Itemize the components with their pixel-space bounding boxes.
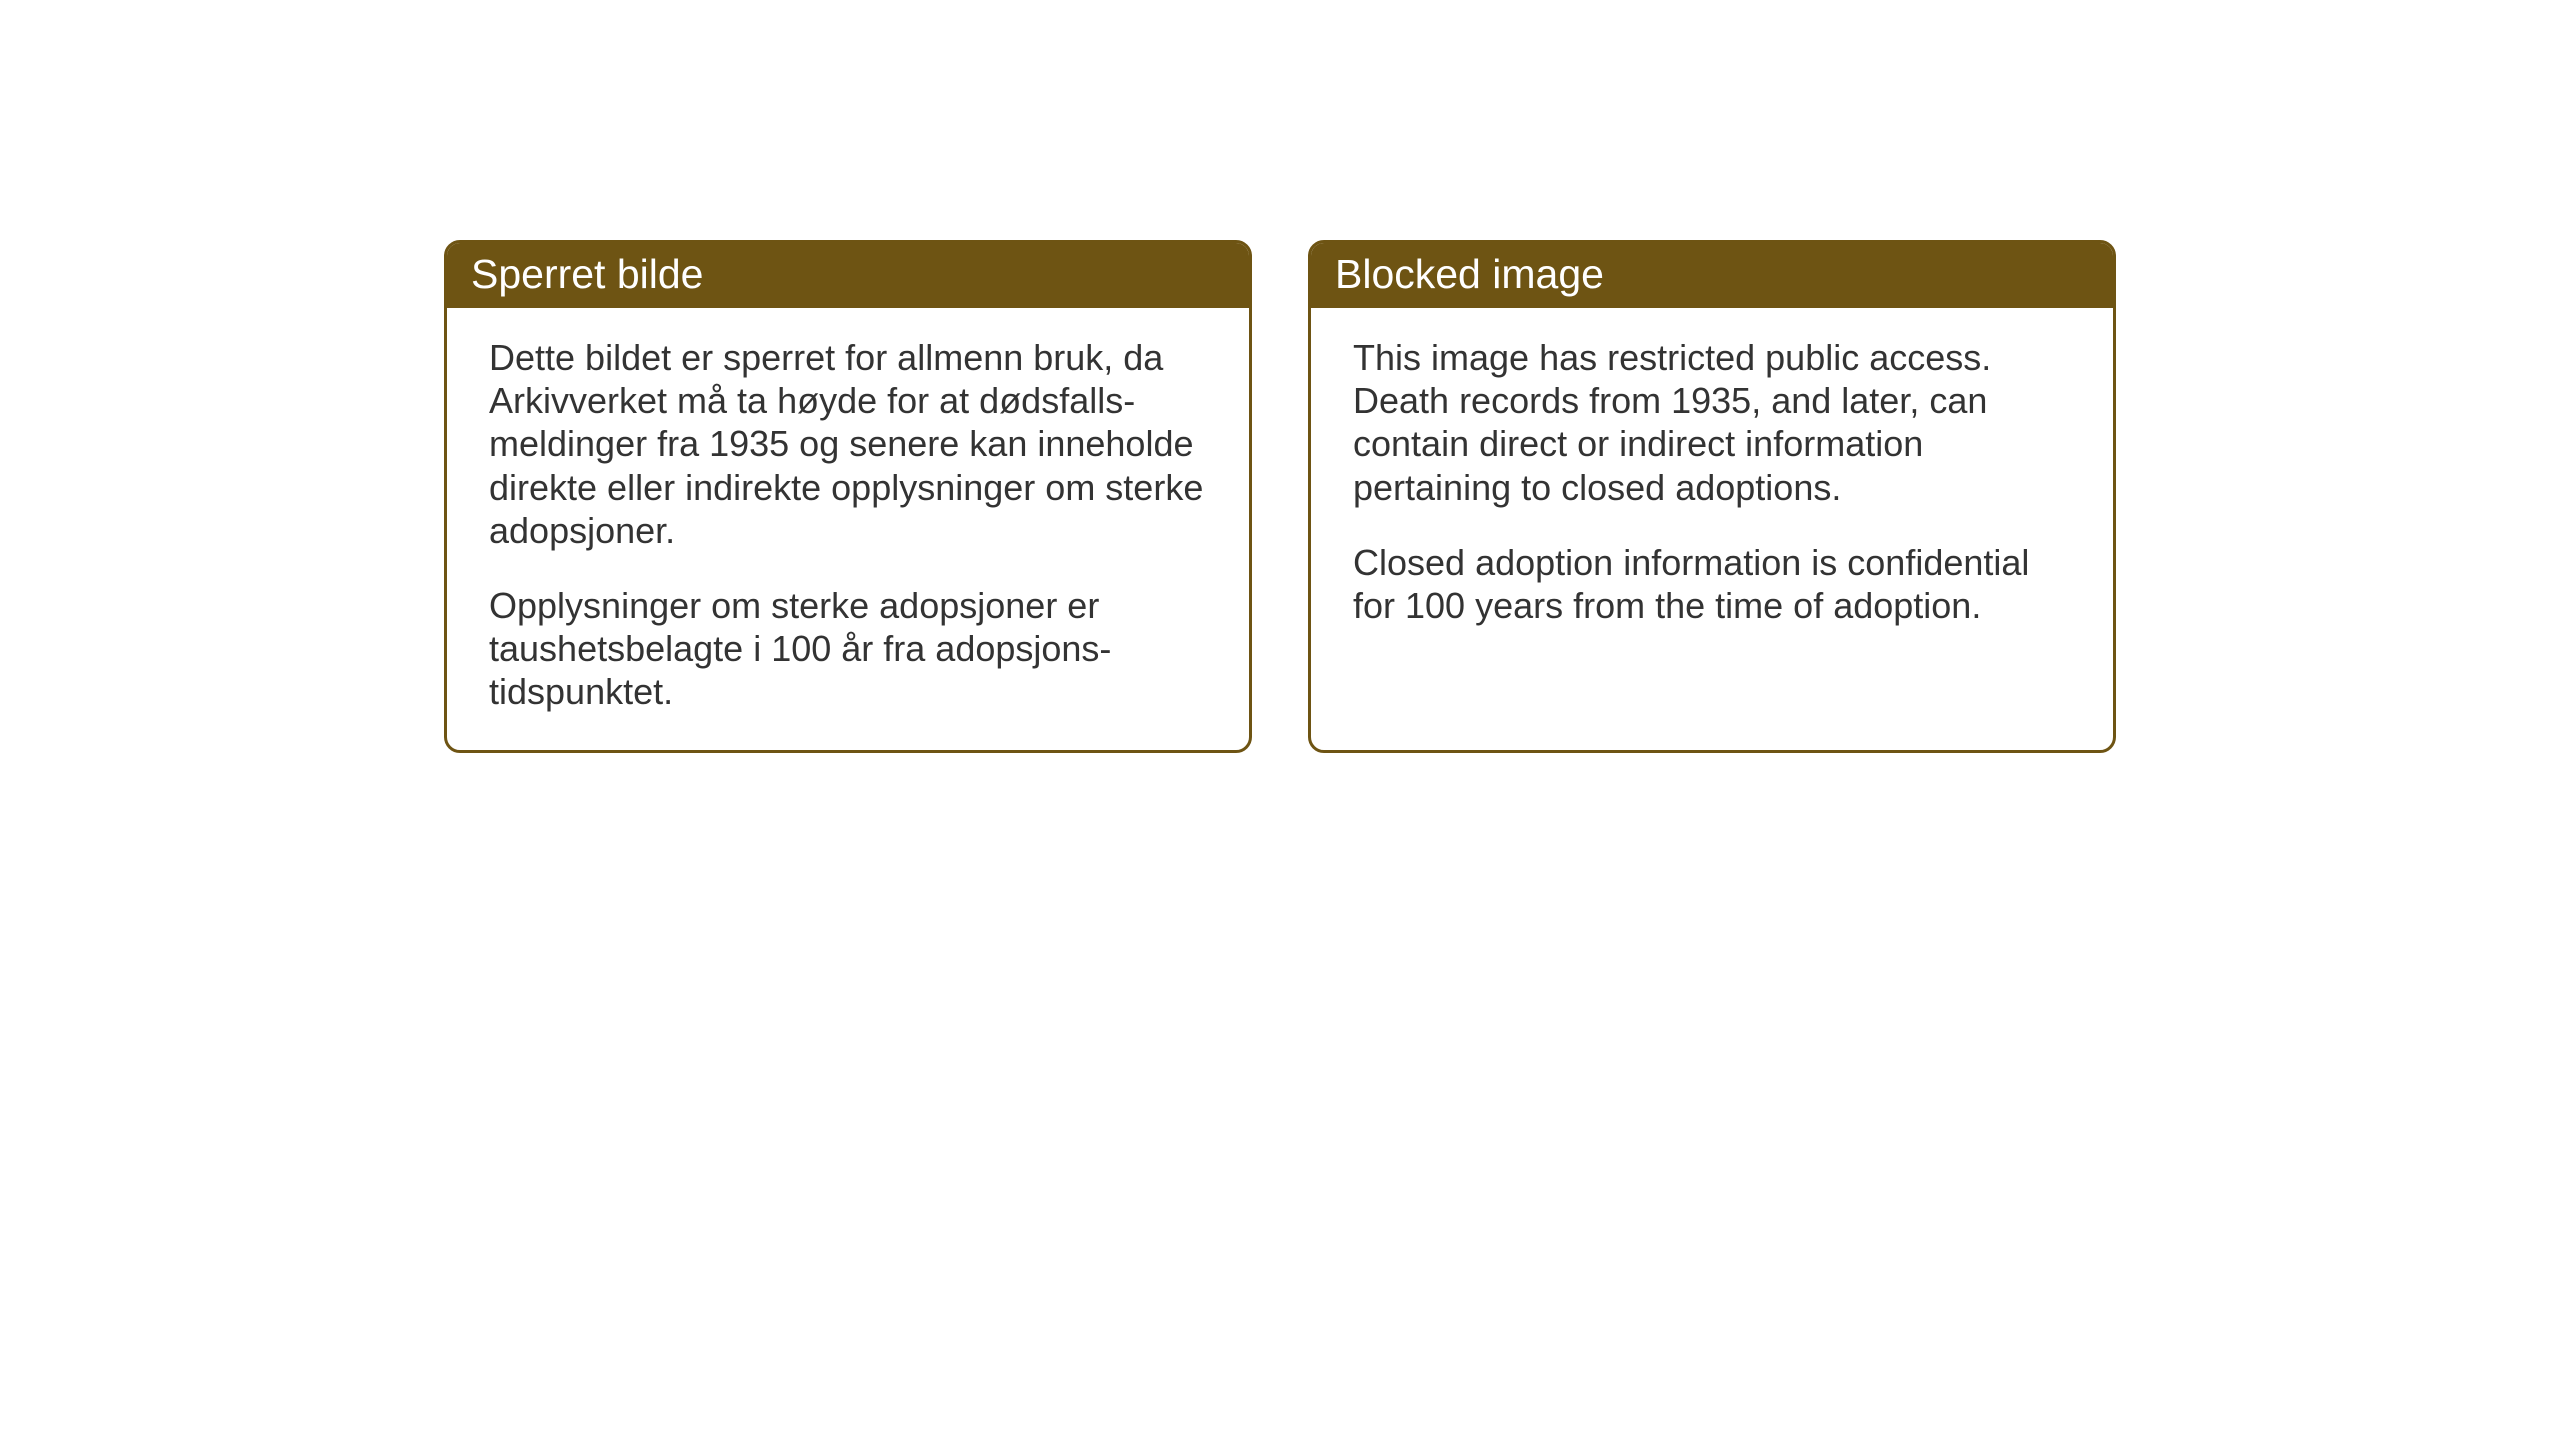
card-header-english: Blocked image xyxy=(1311,243,2113,308)
card-header-norwegian: Sperret bilde xyxy=(447,243,1249,308)
notice-cards-container: Sperret bilde Dette bildet er sperret fo… xyxy=(444,240,2116,753)
card-body-english: This image has restricted public access.… xyxy=(1311,308,2113,663)
card-paragraph-2-norwegian: Opplysninger om sterke adopsjoner er tau… xyxy=(489,584,1207,714)
card-paragraph-2-english: Closed adoption information is confident… xyxy=(1353,541,2071,627)
card-body-norwegian: Dette bildet er sperret for allmenn bruk… xyxy=(447,308,1249,750)
blocked-image-card-english: Blocked image This image has restricted … xyxy=(1308,240,2116,753)
blocked-image-card-norwegian: Sperret bilde Dette bildet er sperret fo… xyxy=(444,240,1252,753)
card-paragraph-1-norwegian: Dette bildet er sperret for allmenn bruk… xyxy=(489,336,1207,552)
card-paragraph-1-english: This image has restricted public access.… xyxy=(1353,336,2071,509)
card-title-norwegian: Sperret bilde xyxy=(471,251,703,297)
card-title-english: Blocked image xyxy=(1335,251,1604,297)
